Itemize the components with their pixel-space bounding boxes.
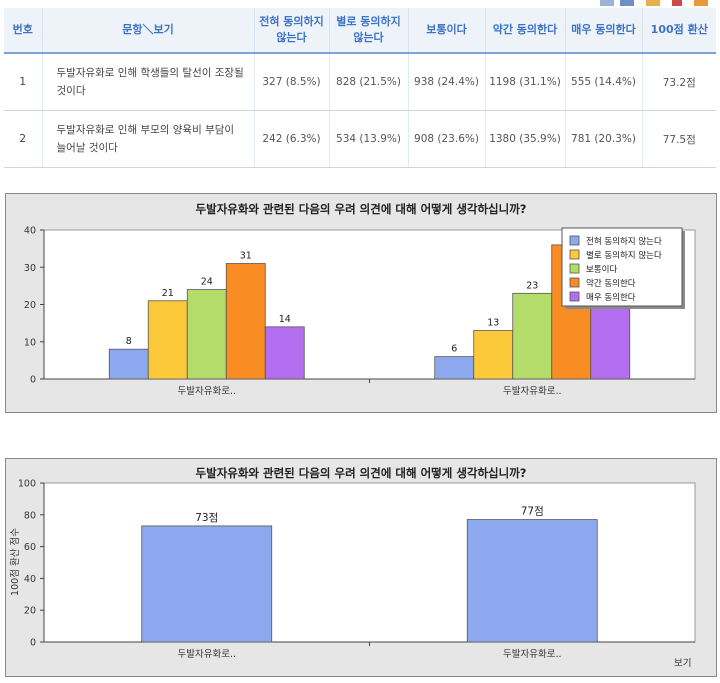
chart-panel-score: 두발자유화와 관련된 다음의 우려 의견에 대해 어떻게 생각하십니까? 0 20… bbox=[5, 458, 717, 677]
cell-score: 73.2점 bbox=[642, 53, 716, 111]
x-axis-label: 보기 bbox=[674, 658, 691, 669]
cell-agree: 1198 (31.1%) bbox=[485, 53, 566, 111]
legend-label: 보통이다 bbox=[586, 264, 617, 275]
export-icon[interactable] bbox=[694, 0, 708, 6]
cell-disagree: 534 (13.9%) bbox=[329, 110, 409, 168]
survey-table: 번호 문항＼보기 전혀 동의하지 않는다 별로 동의하지 않는다 보통이다 약간… bbox=[4, 8, 716, 168]
bar bbox=[225, 263, 266, 380]
y-tick-label: 60 bbox=[24, 542, 36, 553]
data-label: 24 bbox=[201, 277, 213, 288]
y-tick-label: 40 bbox=[24, 226, 36, 237]
y-tick-label: 10 bbox=[24, 337, 36, 348]
bar bbox=[186, 289, 227, 380]
chart-title: 두발자유화와 관련된 다음의 우려 의견에 대해 어떻게 생각하십니까? bbox=[195, 466, 527, 480]
y-tick-label: 80 bbox=[24, 510, 36, 521]
legend-label: 별로 동의하지 않는다 bbox=[586, 250, 662, 261]
cell-disagree: 828 (21.5%) bbox=[329, 53, 409, 111]
cell-neutral: 938 (24.4%) bbox=[408, 53, 486, 111]
legend-label: 전혀 동의하지 않는다 bbox=[586, 236, 662, 247]
bar bbox=[473, 330, 514, 380]
table-header-row: 번호 문항＼보기 전혀 동의하지 않는다 별로 동의하지 않는다 보통이다 약간… bbox=[4, 8, 716, 54]
row-no: 1 bbox=[4, 53, 43, 111]
data-label: 23 bbox=[526, 280, 538, 291]
table-row: 1 두발자유화로 인해 학생들의 탈선이 조장될 것이다 327 (8.5%) … bbox=[4, 53, 716, 111]
row-question: 두발자유화로 인해 부모의 양육비 부담이 늘어날 것이다 bbox=[42, 110, 255, 168]
y-tick-label: 20 bbox=[24, 606, 36, 617]
data-label: 13 bbox=[487, 318, 499, 329]
bar bbox=[512, 292, 553, 380]
legend bbox=[561, 227, 683, 307]
legend-swatch bbox=[569, 291, 580, 302]
bar bbox=[466, 519, 598, 643]
toolbar-icons bbox=[0, 0, 720, 8]
legend-swatch bbox=[569, 235, 580, 246]
cell-strongly-disagree: 327 (8.5%) bbox=[254, 53, 330, 111]
x-tick-label: 두발자유화로.. bbox=[178, 649, 236, 660]
bar bbox=[264, 326, 305, 380]
cell-neutral: 908 (23.6%) bbox=[408, 110, 486, 168]
y-tick-label: 30 bbox=[24, 263, 36, 274]
bar bbox=[108, 348, 149, 380]
legend-swatch bbox=[569, 263, 580, 274]
header-score: 100점 환산 bbox=[642, 8, 716, 54]
data-label: 6 bbox=[451, 344, 457, 355]
row-question: 두발자유화로 인해 학생들의 탈선이 조장될 것이다 bbox=[42, 53, 255, 111]
table-row: 2 두발자유화로 인해 부모의 양육비 부담이 늘어날 것이다 242 (6.3… bbox=[4, 110, 716, 168]
bar bbox=[147, 300, 188, 380]
legend-label: 약간 동의한다 bbox=[586, 278, 636, 289]
close-icon[interactable] bbox=[672, 0, 682, 6]
x-tick-label: 두발자유화로.. bbox=[503, 649, 561, 660]
row-no: 2 bbox=[4, 110, 43, 168]
legend-swatch bbox=[569, 249, 580, 260]
bar bbox=[590, 304, 631, 380]
cell-strongly-disagree: 242 (6.3%) bbox=[254, 110, 330, 168]
y-tick-label: 100 bbox=[18, 479, 36, 490]
distribution-bar-chart: 0 10 20 30 40 두발자유화로.. 두발자유화로.. 8 6 21 13 24 23 31 14 전… bbox=[24, 226, 696, 397]
chart-panel-distribution: 두발자유화와 관련된 다음의 우려 의견에 대해 어떻게 생각하십니까? 0 10… bbox=[5, 193, 717, 413]
header-question: 문항＼보기 bbox=[42, 8, 255, 54]
data-label: 21 bbox=[162, 288, 174, 299]
chart-title: 두발자유화와 관련된 다음의 우려 의견에 대해 어떻게 생각하십니까? bbox=[195, 202, 527, 216]
header-neutral: 보통이다 bbox=[408, 8, 486, 54]
y-tick-label: 0 bbox=[30, 375, 36, 386]
data-label: 8 bbox=[126, 336, 132, 347]
score-bar-chart: 0 20 40 60 80 100 두발자유화로.. 두발자유화로.. 73점 77점 100점 환… bbox=[9, 479, 696, 669]
header-strongly-agree: 매우 동의한다 bbox=[565, 8, 643, 54]
y-axis-label: 100점 환산 점수 bbox=[9, 528, 21, 596]
cell-strongly-agree: 781 (20.3%) bbox=[565, 110, 643, 168]
y-tick-label: 0 bbox=[30, 638, 36, 649]
legend-swatch bbox=[569, 277, 580, 288]
header-agree: 약간 동의한다 bbox=[485, 8, 566, 54]
y-tick-label: 40 bbox=[24, 574, 36, 585]
legend-label: 매우 동의한다 bbox=[586, 292, 636, 303]
bar bbox=[434, 356, 475, 380]
header-no: 번호 bbox=[4, 8, 43, 54]
data-label: 31 bbox=[240, 251, 252, 262]
mail-icon[interactable] bbox=[646, 0, 660, 6]
y-tick-label: 20 bbox=[24, 300, 36, 311]
print-icon[interactable] bbox=[600, 0, 614, 6]
cell-agree: 1380 (35.9%) bbox=[485, 110, 566, 168]
header-disagree: 별로 동의하지 않는다 bbox=[329, 8, 409, 54]
bar bbox=[141, 525, 273, 643]
header-strongly-disagree: 전혀 동의하지 않는다 bbox=[254, 8, 330, 54]
x-tick-label: 두발자유화로.. bbox=[178, 386, 236, 397]
cell-score: 77.5점 bbox=[642, 110, 716, 168]
data-label: 14 bbox=[279, 314, 291, 325]
data-label: 77점 bbox=[521, 506, 544, 518]
data-label: 73점 bbox=[195, 512, 218, 524]
chart-icon[interactable] bbox=[620, 0, 634, 6]
cell-strongly-agree: 555 (14.4%) bbox=[565, 53, 643, 111]
x-tick-label: 두발자유화로.. bbox=[503, 386, 561, 397]
